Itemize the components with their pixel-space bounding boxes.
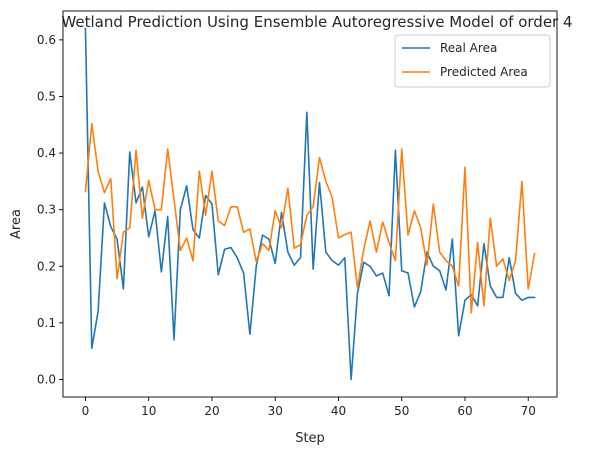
axis-ticks: 0 10 20 30 40 50 60 70 0.0 0.1 0.2 0.3 0.4 0.5 0.6 [37, 33, 536, 418]
y-tick-label: 0.3 [37, 203, 56, 217]
x-tick-label: 40 [331, 404, 346, 418]
axes-frame [62, 10, 558, 398]
y-tick-label: 0.5 [37, 89, 56, 103]
legend-box [394, 34, 551, 88]
chart-title: Wetland Prediction Using Ensemble Autore… [61, 13, 572, 31]
legend-label: Real Area [440, 41, 497, 55]
x-tick-label: 30 [268, 404, 283, 418]
y-axis-label: Area [9, 209, 24, 239]
x-tick-label: 70 [521, 404, 536, 418]
x-tick-label: 10 [141, 404, 156, 418]
y-tick-label: 0.1 [37, 316, 56, 330]
legend-label: Predicted Area [440, 65, 528, 79]
legend: Real Area Predicted Area [394, 34, 551, 88]
x-tick-label: 20 [204, 404, 219, 418]
x-tick-label: 0 [82, 404, 90, 418]
series-line-predicted-area [84, 122, 536, 314]
x-tick-label: 60 [457, 404, 472, 418]
y-tick-label: 0.0 [37, 372, 56, 386]
y-tick-label: 0.2 [37, 259, 56, 273]
y-tick-label: 0.4 [37, 146, 56, 160]
plot-area [84, 27, 536, 381]
y-tick-label: 0.6 [37, 33, 56, 47]
x-axis-label: Step [295, 431, 325, 446]
x-tick-label: 50 [394, 404, 409, 418]
series-line-real-area [84, 27, 536, 381]
